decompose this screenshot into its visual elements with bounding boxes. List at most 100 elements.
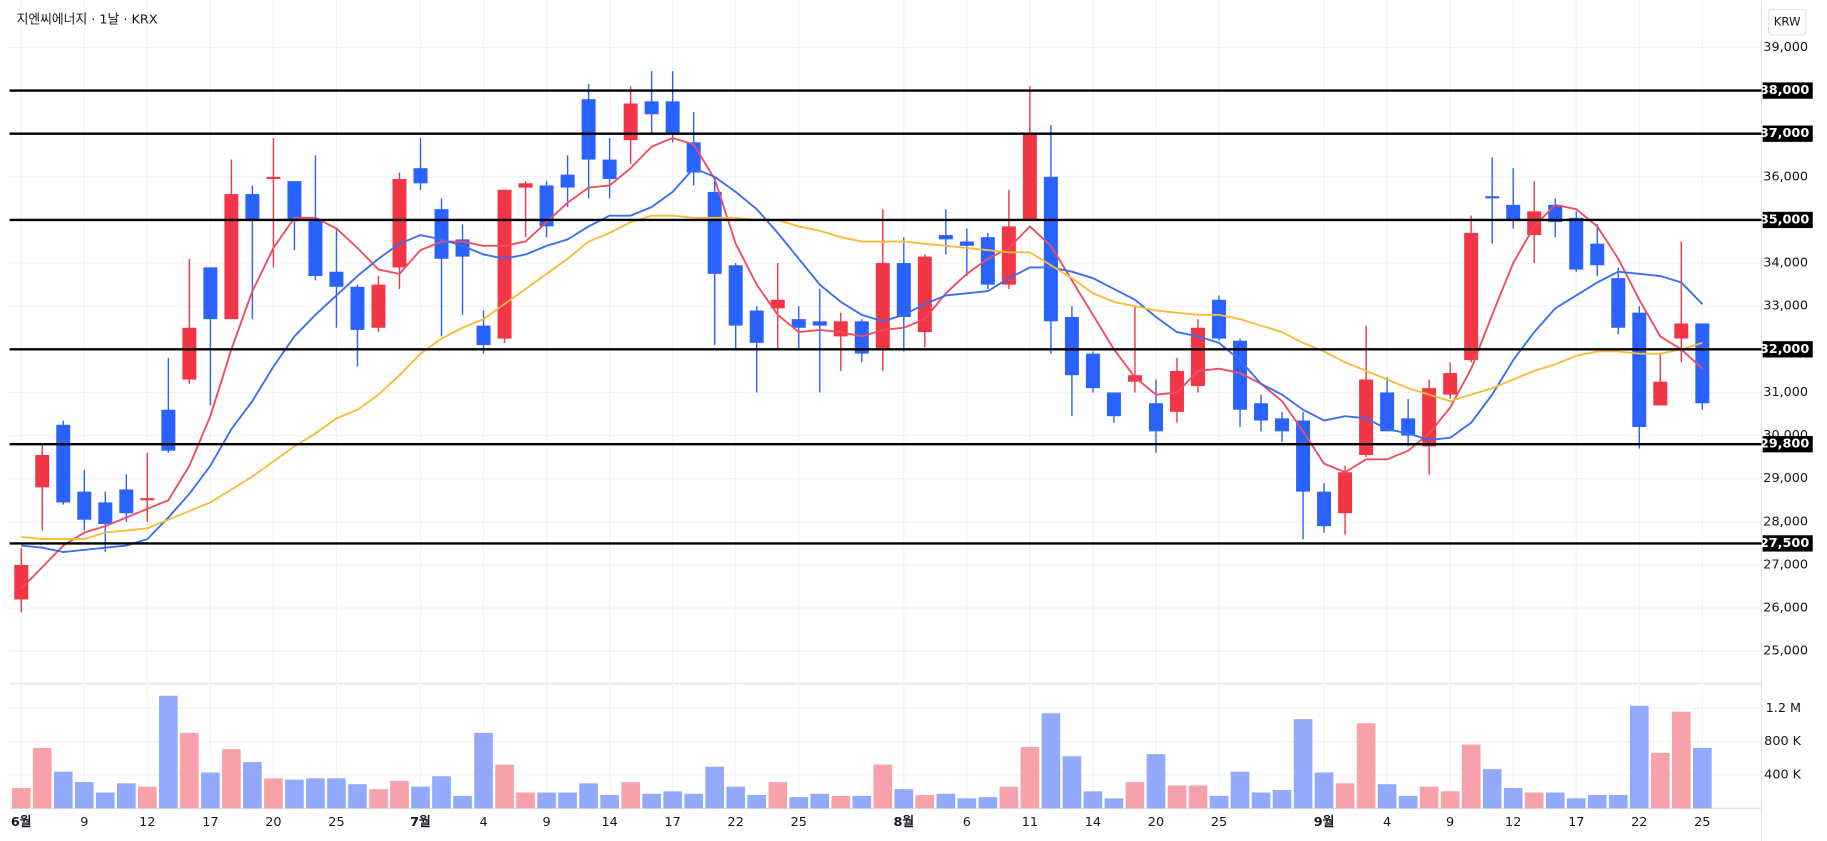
volume-bar — [348, 784, 367, 809]
volume-bar — [579, 783, 598, 809]
volume-bar — [1083, 791, 1103, 809]
candle-body — [203, 267, 218, 320]
level-label: 38,000 — [1760, 83, 1809, 98]
x-tick-label: 25 — [1211, 815, 1227, 830]
candle-body — [917, 256, 932, 333]
level-label-box — [1762, 211, 1813, 229]
candle-body — [644, 101, 659, 115]
moving-average-line — [21, 167, 1703, 553]
volume-bar — [1671, 711, 1691, 809]
x-tick-label: 22 — [728, 815, 744, 830]
volume-bar — [1314, 772, 1334, 809]
candle-body — [266, 176, 281, 179]
volume-bar — [369, 789, 388, 809]
volume-bar — [1188, 785, 1208, 809]
level-label-box — [1762, 82, 1813, 99]
candle-body — [350, 286, 365, 330]
candle-body — [14, 564, 29, 600]
volume-bar — [663, 791, 682, 809]
candle-body — [1506, 204, 1521, 220]
candle-body — [581, 99, 596, 160]
volume-bar — [1335, 783, 1355, 809]
volume-bar — [516, 792, 535, 809]
x-tick-label: 17 — [1568, 815, 1584, 830]
candle-body — [161, 409, 176, 451]
candle-body — [1674, 323, 1689, 339]
volume-bar — [873, 764, 893, 809]
candle-body — [1485, 196, 1500, 199]
candle-body — [1254, 403, 1269, 421]
volume-bar — [327, 778, 346, 809]
volume-bar — [1272, 790, 1292, 809]
currency[interactable]: KRW — [1774, 15, 1801, 29]
volume-bar — [1608, 795, 1628, 809]
level-label: 32,000 — [1760, 342, 1809, 357]
volume-bar — [1440, 791, 1460, 809]
candle-body — [707, 191, 722, 274]
plot — [11, 71, 1712, 809]
candle-body — [980, 237, 995, 285]
candle-body — [539, 185, 554, 227]
volume-bar — [789, 797, 809, 809]
candle-body — [35, 454, 50, 488]
x-tick-label: 11 — [1022, 815, 1038, 830]
volume-bar — [453, 795, 472, 809]
candle-body — [98, 502, 113, 525]
x-tick-label: 9 — [80, 815, 88, 830]
volume-bar — [600, 795, 619, 809]
candle-body — [497, 189, 512, 339]
volume-bar — [1377, 784, 1397, 809]
volume-bar — [705, 766, 725, 809]
volume-bar — [1209, 795, 1229, 809]
volume-bar — [1146, 754, 1166, 809]
candle-body — [896, 263, 911, 317]
volume-bar — [1650, 752, 1670, 809]
x-tick-label: 4 — [479, 815, 487, 830]
candle-body — [434, 209, 449, 259]
volume-bar — [306, 778, 325, 809]
volume-bar — [852, 795, 872, 809]
candle-body — [665, 101, 680, 134]
volume-bar — [1524, 792, 1544, 809]
y-tick-label: 39,000 — [1763, 40, 1808, 55]
candle-body — [854, 321, 869, 354]
volume-bar — [642, 793, 661, 809]
volume-bar — [1104, 798, 1124, 809]
volume-bar — [116, 783, 136, 809]
volume-bar — [747, 795, 767, 809]
candle-body — [1106, 392, 1121, 417]
moving-average-line — [20, 137, 1703, 590]
volume-bar — [915, 795, 935, 809]
y-tick-label: 28,000 — [1763, 514, 1808, 529]
candle-body — [455, 239, 470, 257]
chart-title: 지엔씨에너지 · 1날 · KRX — [17, 12, 158, 27]
candle-body — [1317, 491, 1332, 527]
candle-body — [875, 263, 890, 350]
volume-bar — [936, 793, 956, 809]
currency-box[interactable] — [1767, 8, 1807, 36]
volume-bar — [558, 792, 577, 809]
volume-bar — [495, 764, 514, 809]
y-tick-label: 29,000 — [1763, 471, 1808, 486]
volume-bar — [264, 778, 283, 809]
volume-bar — [957, 798, 977, 809]
volume-bar — [1356, 723, 1376, 809]
level-label: 35,000 — [1760, 212, 1809, 227]
x-tick-label: 12 — [139, 815, 155, 830]
candle-body — [1380, 392, 1395, 432]
volume-bar — [180, 732, 199, 809]
candle-body — [1275, 418, 1290, 432]
volume-bar — [537, 792, 556, 809]
volume-bar — [768, 782, 788, 809]
candle-body — [938, 235, 953, 240]
volume-tick-label: 800 K — [1764, 734, 1801, 749]
volume-bar — [1482, 769, 1502, 809]
x-tick-label: 7월 — [410, 814, 431, 830]
volume-bar — [999, 786, 1019, 809]
volume-bar — [53, 771, 73, 809]
y-tick-label: 33,000 — [1763, 299, 1808, 314]
candle-body — [371, 284, 386, 328]
candle-body — [1001, 226, 1016, 285]
